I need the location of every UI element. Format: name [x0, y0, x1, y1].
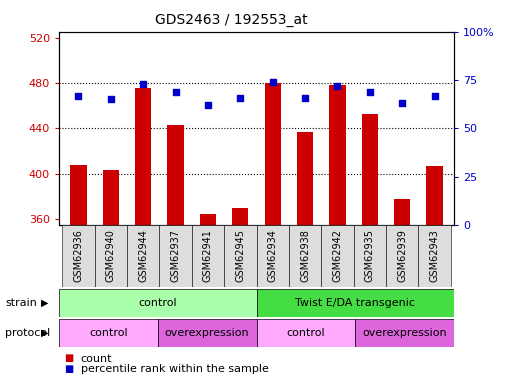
Text: GSM62945: GSM62945: [235, 229, 245, 282]
Text: ■: ■: [64, 364, 73, 374]
Bar: [135, 87, 151, 225]
Point: [301, 94, 309, 100]
Text: percentile rank within the sample: percentile rank within the sample: [81, 364, 268, 374]
Text: count: count: [81, 354, 112, 363]
Text: GSM62934: GSM62934: [268, 229, 278, 282]
Text: overexpression: overexpression: [165, 328, 249, 338]
Bar: [386, 225, 419, 287]
Bar: [256, 319, 355, 347]
Text: control: control: [139, 298, 177, 308]
Bar: [70, 165, 87, 225]
Bar: [127, 225, 160, 287]
Text: ▶: ▶: [42, 328, 49, 338]
Text: Twist E/DA transgenic: Twist E/DA transgenic: [295, 298, 415, 308]
Bar: [158, 319, 256, 347]
Bar: [297, 132, 313, 225]
Text: GSM62938: GSM62938: [300, 229, 310, 282]
Bar: [59, 289, 256, 317]
Bar: [289, 225, 321, 287]
Text: GSM62939: GSM62939: [397, 229, 407, 282]
Point: [204, 102, 212, 108]
Bar: [256, 289, 454, 317]
Bar: [419, 225, 451, 287]
Point: [74, 93, 83, 99]
Point: [236, 94, 244, 100]
Point: [171, 89, 180, 95]
Text: GSM62936: GSM62936: [73, 229, 84, 282]
Bar: [232, 208, 248, 225]
Bar: [200, 214, 216, 225]
Bar: [160, 225, 192, 287]
Point: [139, 81, 147, 87]
Text: GSM62942: GSM62942: [332, 229, 343, 282]
Text: overexpression: overexpression: [362, 328, 447, 338]
Point: [366, 89, 374, 95]
Bar: [167, 125, 184, 225]
Bar: [256, 225, 289, 287]
Point: [333, 83, 342, 89]
Text: protocol: protocol: [5, 328, 50, 338]
Text: strain: strain: [5, 298, 37, 307]
Bar: [355, 319, 454, 347]
Text: GSM62941: GSM62941: [203, 229, 213, 282]
Bar: [426, 166, 443, 225]
Text: GSM62937: GSM62937: [170, 229, 181, 282]
Bar: [59, 319, 158, 347]
Text: GSM62944: GSM62944: [138, 229, 148, 282]
Text: control: control: [287, 328, 325, 338]
Bar: [192, 225, 224, 287]
Bar: [329, 85, 346, 225]
Point: [269, 79, 277, 85]
Text: ■: ■: [64, 354, 73, 363]
Point: [430, 93, 439, 99]
Bar: [265, 83, 281, 225]
Point: [107, 96, 115, 102]
Text: control: control: [89, 328, 128, 338]
Bar: [62, 225, 94, 287]
Text: GSM62940: GSM62940: [106, 229, 116, 282]
Bar: [353, 225, 386, 287]
Text: ▶: ▶: [42, 298, 49, 307]
Bar: [362, 114, 378, 225]
Text: GDS2463 / 192553_at: GDS2463 / 192553_at: [154, 13, 307, 27]
Point: [398, 100, 406, 106]
Bar: [321, 225, 353, 287]
Bar: [94, 225, 127, 287]
Bar: [103, 171, 119, 225]
Text: GSM62943: GSM62943: [429, 229, 440, 282]
Text: GSM62935: GSM62935: [365, 229, 375, 282]
Bar: [394, 199, 410, 225]
Bar: [224, 225, 256, 287]
